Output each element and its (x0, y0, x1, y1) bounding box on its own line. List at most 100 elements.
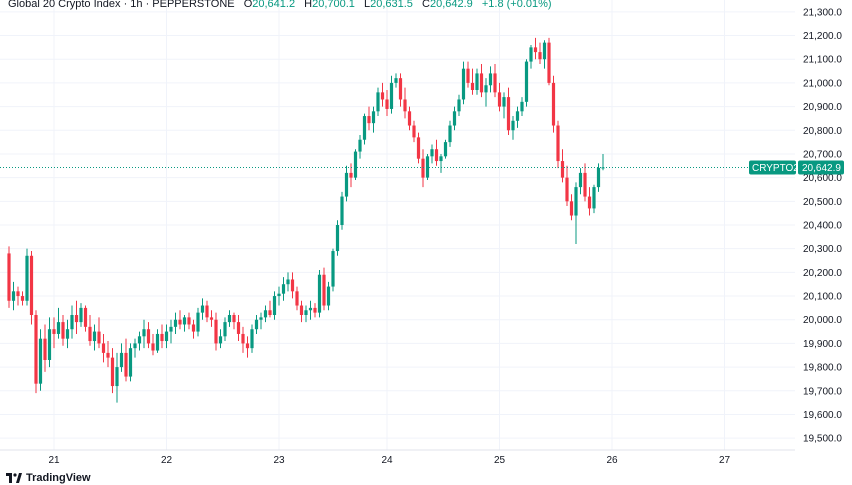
candle-up (484, 78, 488, 107)
tradingview-logo-icon (6, 473, 22, 483)
candle-body (142, 329, 146, 337)
candle-body (259, 317, 263, 320)
candle-body (520, 101, 524, 112)
candle-up (263, 305, 268, 323)
candle-down (245, 336, 250, 358)
candle-body (349, 172, 353, 178)
candle-up (155, 329, 160, 353)
candle-body (389, 82, 394, 109)
candle-down (83, 305, 88, 332)
symbol-title: Global 20 Crypto Index · 1h · PEPPERSTON… (8, 0, 235, 10)
candle-body (241, 333, 245, 344)
candle-down (241, 326, 245, 353)
candle-up (511, 116, 515, 140)
candle-down (416, 132, 421, 164)
candle-body (407, 111, 412, 126)
candle-down (497, 82, 502, 112)
candle-down (551, 75, 556, 133)
candle-body (344, 172, 349, 197)
candle-up (488, 66, 493, 93)
candle-up (133, 338, 137, 358)
candle-down (34, 310, 38, 394)
candle-down (20, 291, 25, 306)
candle-down (290, 272, 295, 299)
x-tick-label: 21 (48, 455, 60, 466)
candle-body (7, 253, 11, 301)
candle-up (223, 317, 227, 342)
change-value: +1.8 (+0.01%) (481, 0, 552, 10)
candle-up (439, 153, 443, 173)
candle-down (479, 63, 484, 98)
candle-down (29, 251, 34, 325)
candle-down (236, 315, 241, 342)
candle-body (484, 85, 488, 93)
candle-body (34, 315, 38, 384)
close-label: C (422, 0, 430, 10)
time-axis[interactable]: 21 22 23 24 25 26 27 (0, 449, 795, 466)
tradingview-logo[interactable]: TradingView (6, 472, 91, 484)
candle-body (281, 284, 286, 294)
candle-down (146, 322, 151, 349)
candle-up (304, 305, 308, 323)
candle-body (101, 343, 106, 353)
candle-body (133, 343, 137, 349)
candle-body (317, 274, 322, 313)
candle-up (128, 343, 133, 382)
candle-up (169, 319, 173, 344)
y-tick-label: 21,000.0 (803, 78, 842, 89)
candle-down (403, 87, 407, 119)
candle-up (115, 352, 119, 403)
last-price-tag: CRYPTO20 20,642.9 (749, 160, 844, 175)
candle-up (353, 149, 358, 180)
candle-body (587, 196, 592, 209)
candle-body (470, 82, 475, 90)
candle-body (385, 99, 389, 109)
y-tick-label: 21,300.0 (803, 7, 842, 18)
candle-down (547, 37, 551, 86)
y-tick-label: 20,600.0 (803, 173, 842, 184)
candle-body (466, 68, 470, 83)
candle-body (493, 73, 497, 93)
candle-body (232, 315, 236, 323)
candle-down (43, 324, 47, 372)
candle-body (268, 310, 272, 315)
x-tick-label: 25 (494, 455, 506, 466)
price-axis[interactable]: 19,500.0 19,600.0 19,700.0 19,800.0 19,900.0… (803, 7, 842, 444)
candle-body (308, 307, 313, 311)
candle-down (538, 42, 542, 64)
candle-body (335, 225, 340, 252)
candle-body (29, 255, 34, 315)
candle-down (385, 90, 389, 117)
candle-down (151, 333, 155, 356)
candle-down (587, 187, 592, 216)
candle-up (376, 87, 380, 117)
candle-body (286, 279, 290, 285)
candle-body (412, 125, 416, 138)
candle-up (272, 291, 277, 320)
candle-up (592, 184, 596, 214)
candle-up (596, 163, 601, 192)
candle-body (439, 156, 443, 162)
candle-body (20, 296, 25, 301)
candle-down (506, 87, 511, 135)
candle-down (124, 338, 128, 382)
candle-body (461, 68, 466, 100)
candle-down (367, 106, 371, 131)
candle-down (556, 120, 560, 169)
candle-body (304, 310, 308, 315)
candle-up (173, 312, 178, 334)
candle-up (47, 317, 52, 368)
candle-up (250, 324, 254, 353)
candle-up (38, 329, 43, 391)
candle-up (425, 153, 430, 180)
candle-up (340, 191, 344, 230)
candle-body (110, 357, 115, 387)
candle-body (578, 172, 583, 188)
candle-up (182, 315, 187, 332)
candle-down (313, 303, 317, 318)
y-tick-label: 20,800.0 (803, 126, 842, 137)
candle-body (290, 279, 295, 292)
candle-body (250, 329, 254, 349)
candle-body (47, 329, 52, 360)
